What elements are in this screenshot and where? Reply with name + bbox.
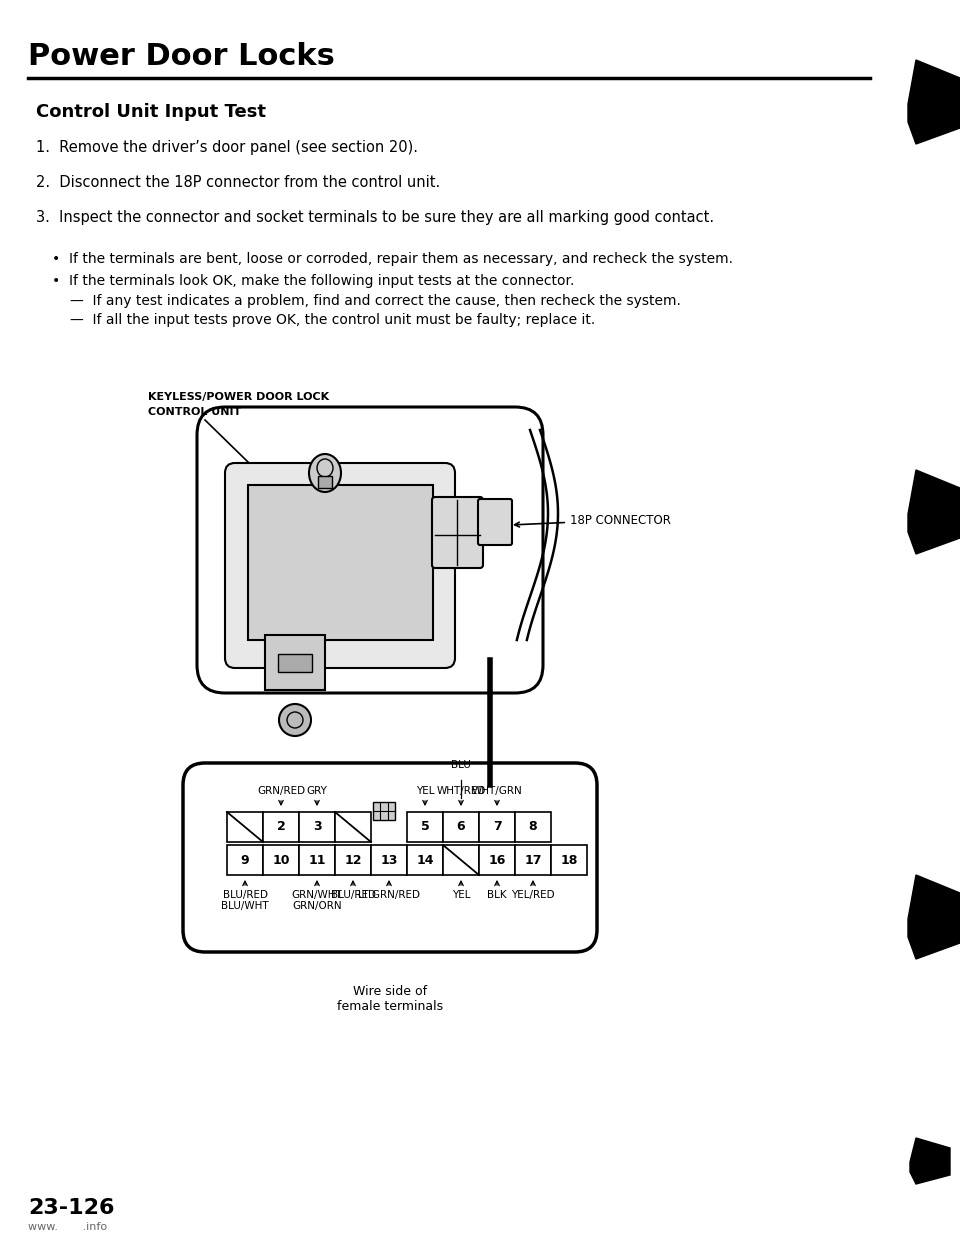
Text: 11: 11 <box>308 853 325 867</box>
Bar <box>265 635 325 691</box>
Text: YEL/RED: YEL/RED <box>511 891 555 900</box>
FancyBboxPatch shape <box>183 763 597 953</box>
Text: Wire side of
female terminals: Wire side of female terminals <box>337 985 444 1013</box>
Text: WHT/GRN: WHT/GRN <box>471 786 522 796</box>
Bar <box>515 812 551 842</box>
Text: KEYLESS/POWER DOOR LOCK: KEYLESS/POWER DOOR LOCK <box>148 392 329 402</box>
Text: —  If all the input tests prove OK, the control unit must be faulty; replace it.: — If all the input tests prove OK, the c… <box>70 313 595 327</box>
Text: 23-126: 23-126 <box>28 1199 114 1218</box>
Text: Control Unit Input Test: Control Unit Input Test <box>36 103 266 120</box>
Text: •  If the terminals are bent, loose or corroded, repair them as necessary, and r: • If the terminals are bent, loose or co… <box>52 252 733 266</box>
Text: LT GRN/RED: LT GRN/RED <box>358 891 420 900</box>
Bar <box>551 845 587 876</box>
Bar <box>299 845 335 876</box>
Text: GRY: GRY <box>306 786 327 796</box>
Bar <box>263 812 299 842</box>
Text: 8: 8 <box>529 821 538 833</box>
Text: 5: 5 <box>420 821 429 833</box>
Text: YEL: YEL <box>416 786 434 796</box>
Text: 12: 12 <box>345 853 362 867</box>
Polygon shape <box>908 60 960 144</box>
Text: 3: 3 <box>313 821 322 833</box>
Text: —  If any test indicates a problem, find and correct the cause, then recheck the: — If any test indicates a problem, find … <box>70 294 681 308</box>
Bar <box>479 812 515 842</box>
Text: 7: 7 <box>492 821 501 833</box>
Bar <box>407 812 443 842</box>
Text: BLU/WHT: BLU/WHT <box>221 900 269 910</box>
Bar <box>335 812 371 842</box>
Text: BLU/RED: BLU/RED <box>223 891 268 900</box>
Text: GRN/WHT: GRN/WHT <box>292 891 343 900</box>
Bar <box>479 845 515 876</box>
FancyBboxPatch shape <box>478 499 512 545</box>
Bar <box>227 845 263 876</box>
Text: 17: 17 <box>524 853 541 867</box>
Text: 16: 16 <box>489 853 506 867</box>
Bar <box>373 802 395 820</box>
Text: Power Door Locks: Power Door Locks <box>28 42 335 71</box>
Bar <box>318 476 332 488</box>
FancyBboxPatch shape <box>225 463 455 668</box>
Text: 13: 13 <box>380 853 397 867</box>
Bar <box>227 812 263 842</box>
Text: 6: 6 <box>457 821 466 833</box>
Text: 3.  Inspect the connector and socket terminals to be sure they are all marking g: 3. Inspect the connector and socket term… <box>36 210 714 225</box>
Bar <box>278 655 312 672</box>
Text: CONTROL UNIT: CONTROL UNIT <box>148 407 241 417</box>
Bar <box>407 845 443 876</box>
Text: BLK: BLK <box>487 891 507 900</box>
Text: 14: 14 <box>417 853 434 867</box>
Text: WHT/RED: WHT/RED <box>436 786 486 796</box>
Text: BLU: BLU <box>451 760 471 770</box>
Text: 9: 9 <box>241 853 250 867</box>
Text: 2.  Disconnect the 18P connector from the control unit.: 2. Disconnect the 18P connector from the… <box>36 175 441 190</box>
Circle shape <box>279 704 311 737</box>
FancyBboxPatch shape <box>432 497 483 568</box>
Bar <box>443 812 479 842</box>
Bar <box>371 845 407 876</box>
Text: 1.  Remove the driver’s door panel (see section 20).: 1. Remove the driver’s door panel (see s… <box>36 140 418 155</box>
Text: 18: 18 <box>561 853 578 867</box>
Text: •  If the terminals look OK, make the following input tests at the connector.: • If the terminals look OK, make the fol… <box>52 274 574 288</box>
Polygon shape <box>910 1138 950 1184</box>
Text: BLU/RED: BLU/RED <box>330 891 375 900</box>
Text: 18P CONNECTOR: 18P CONNECTOR <box>515 513 671 527</box>
Bar <box>515 845 551 876</box>
Text: 2: 2 <box>276 821 285 833</box>
Polygon shape <box>908 876 960 959</box>
Bar <box>299 812 335 842</box>
Text: GRN/RED: GRN/RED <box>257 786 305 796</box>
Bar <box>335 845 371 876</box>
Bar <box>443 845 479 876</box>
Bar <box>248 484 433 640</box>
Polygon shape <box>908 469 960 554</box>
Bar <box>263 845 299 876</box>
Ellipse shape <box>309 455 341 492</box>
Text: 10: 10 <box>273 853 290 867</box>
Text: www.       .info: www. .info <box>28 1222 108 1232</box>
Text: YEL: YEL <box>452 891 470 900</box>
Text: GRN/ORN: GRN/ORN <box>292 900 342 910</box>
